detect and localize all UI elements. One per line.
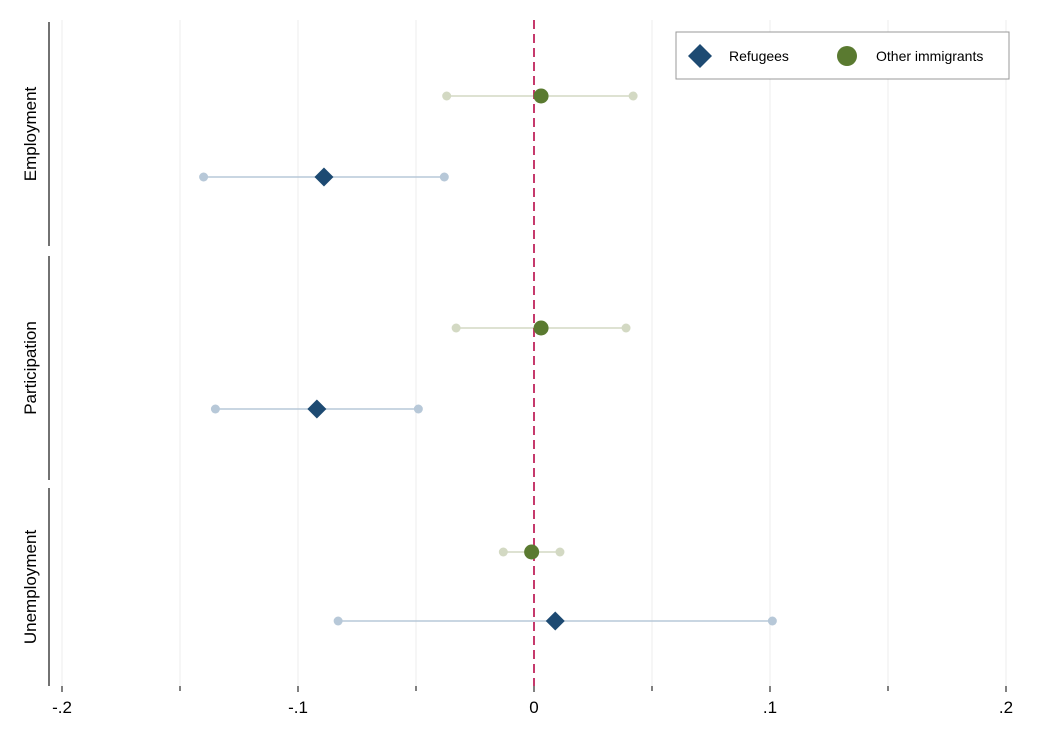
panel-label-employment: Employment: [21, 86, 40, 181]
ci-cap-low: [442, 91, 452, 101]
ci-cap-high: [555, 547, 565, 557]
panel-label-participation: Participation: [21, 321, 40, 415]
legend-items: Refugees Other immigrants: [688, 44, 983, 68]
x-tick-label: 0: [529, 698, 538, 717]
legend-label: Refugees: [729, 48, 789, 64]
point-layer: [307, 88, 565, 631]
ci-cap-low: [498, 547, 508, 557]
axis-layer: -.2 -.1 0 .1 .2: [52, 686, 1013, 717]
ci-cap-low: [199, 172, 209, 182]
ci-cap-high: [621, 323, 631, 333]
ci-cap-high: [628, 91, 638, 101]
legend-label: Other immigrants: [876, 48, 983, 64]
x-tick-label: -.2: [52, 698, 72, 717]
x-tick-label: .2: [999, 698, 1013, 717]
panel-label-unemployment: Unemployment: [21, 530, 40, 645]
ci-cap-high: [413, 404, 423, 414]
legend: Refugees Other immigrants: [675, 31, 1010, 80]
legend-marker-diamond: [688, 44, 712, 68]
point-estimate-diamond: [307, 399, 327, 419]
ci-cap-high: [439, 172, 449, 182]
ci-layer: [199, 91, 777, 626]
legend-box: [675, 31, 1010, 80]
x-tick-label: .1: [763, 698, 777, 717]
x-tick-label: -.1: [288, 698, 308, 717]
legend-marker-circle: [837, 46, 857, 66]
point-estimate-diamond: [314, 167, 334, 187]
point-estimate-circle: [524, 544, 540, 560]
ci-cap-low: [333, 616, 343, 626]
panel-layer: Employment Participation Unemployment: [21, 22, 50, 686]
point-estimate-diamond: [545, 611, 565, 631]
point-estimate-circle: [533, 320, 549, 336]
ci-cap-low: [451, 323, 461, 333]
ci-cap-high: [767, 616, 777, 626]
grid-layer: [61, 20, 1007, 686]
point-estimate-circle: [533, 88, 549, 104]
ci-cap-low: [210, 404, 220, 414]
